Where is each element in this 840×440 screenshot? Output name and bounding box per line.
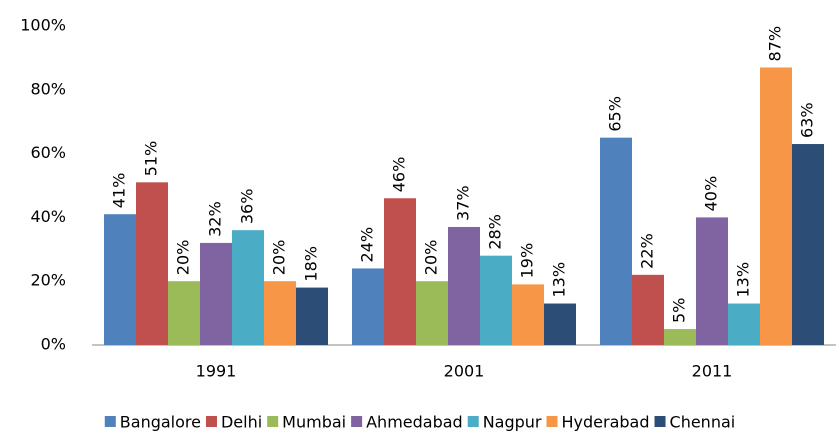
data-label: 32%	[206, 201, 225, 237]
legend-label: Chennai	[670, 413, 736, 432]
bar	[792, 144, 824, 345]
bar	[480, 255, 512, 345]
legend-swatch	[654, 416, 666, 427]
data-label: 5%	[670, 298, 689, 323]
bar	[664, 329, 696, 345]
legend-swatch	[546, 416, 558, 427]
data-label: 87%	[766, 26, 785, 62]
legend-label: Ahmedabad	[366, 413, 463, 432]
data-label: 19%	[518, 243, 537, 279]
bar	[600, 137, 632, 345]
data-label: 20%	[422, 240, 441, 276]
legend-label: Nagpur	[483, 413, 542, 432]
legend-swatch	[351, 416, 363, 427]
x-tick-label: 1991	[196, 362, 237, 381]
data-label: 46%	[390, 157, 409, 193]
bar	[544, 303, 576, 345]
bar	[352, 268, 384, 345]
data-label: 41%	[110, 173, 129, 209]
bar	[448, 226, 480, 345]
data-label: 22%	[638, 233, 657, 269]
data-label: 63%	[798, 102, 817, 138]
bar	[136, 182, 168, 345]
bar	[104, 214, 136, 345]
y-tick-label: 80%	[30, 79, 66, 98]
bar	[296, 287, 328, 345]
x-tick-label: 2001	[444, 362, 485, 381]
bar	[696, 217, 728, 345]
data-label: 13%	[550, 262, 569, 298]
legend-label: Hyderabad	[562, 413, 650, 432]
legend-label: Delhi	[221, 413, 262, 432]
y-tick-label: 20%	[30, 271, 66, 290]
data-label: 20%	[174, 240, 193, 276]
y-tick-label: 60%	[30, 143, 66, 162]
bar	[416, 281, 448, 345]
x-tick-label: 2011	[692, 362, 733, 381]
data-label: 65%	[606, 96, 625, 132]
bar	[232, 230, 264, 345]
legend-label: Bangalore	[120, 413, 201, 432]
data-label: 13%	[734, 262, 753, 298]
legend-swatch	[205, 416, 217, 427]
y-tick-label: 0%	[41, 335, 66, 354]
data-label: 18%	[302, 246, 321, 282]
legend-swatch	[104, 416, 116, 427]
bar	[168, 281, 200, 345]
data-label: 28%	[486, 214, 505, 250]
data-label: 36%	[238, 189, 257, 225]
y-tick-label: 100%	[20, 16, 66, 35]
bar	[200, 242, 232, 345]
data-label: 40%	[702, 176, 721, 212]
legend-swatch	[467, 416, 479, 427]
bar	[512, 284, 544, 345]
y-tick-label: 40%	[30, 207, 66, 226]
legend-swatch	[267, 416, 279, 427]
bar	[264, 281, 296, 345]
bar	[728, 303, 760, 345]
bar	[384, 198, 416, 345]
data-label: 20%	[270, 240, 289, 276]
bar	[632, 274, 664, 345]
legend-label: Mumbai	[282, 413, 346, 432]
bar	[760, 67, 792, 345]
data-label: 37%	[454, 185, 473, 221]
data-label: 24%	[358, 227, 377, 263]
data-label: 51%	[142, 141, 161, 177]
